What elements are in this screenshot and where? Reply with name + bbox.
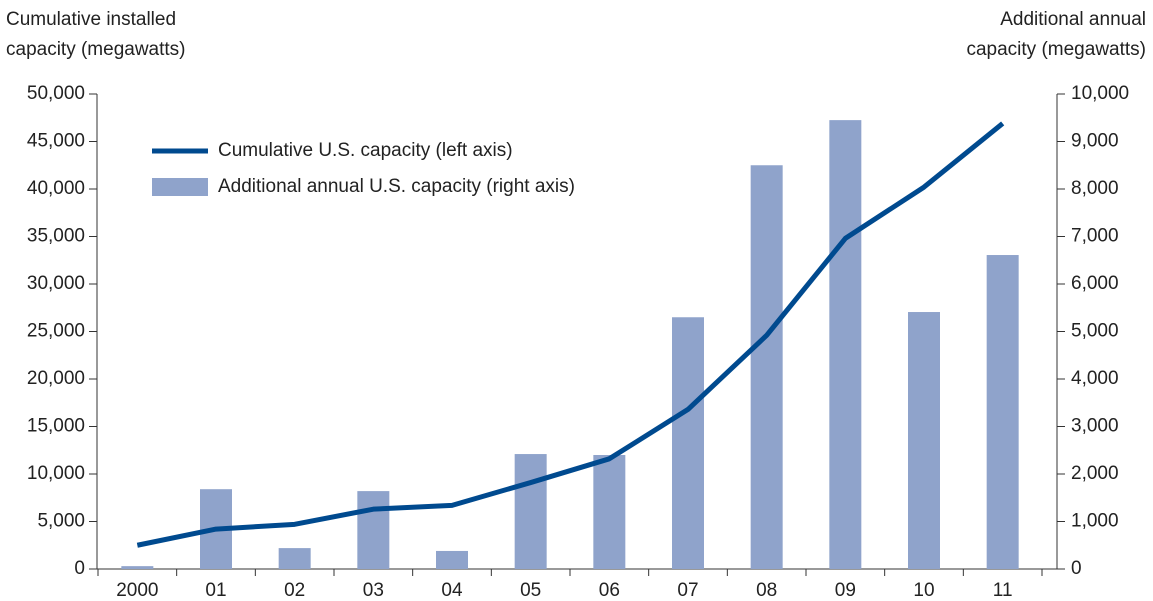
bar bbox=[436, 550, 468, 569]
y2-axis-title: capacity (megawatts) bbox=[966, 39, 1146, 60]
bar bbox=[121, 566, 154, 569]
legend-swatch bbox=[152, 178, 208, 196]
y-tick-label: 30,000 bbox=[27, 273, 85, 294]
bar bbox=[514, 454, 547, 569]
x-tick-label: 11 bbox=[993, 580, 1013, 601]
bar bbox=[593, 455, 626, 569]
y-tick-label: 35,000 bbox=[27, 226, 85, 247]
x-tick-label: 01 bbox=[205, 580, 226, 601]
y2-tick-label: 10,000 bbox=[1071, 83, 1129, 104]
y2-tick-label: 4,000 bbox=[1071, 368, 1119, 389]
y2-tick-label: 2,000 bbox=[1071, 463, 1119, 484]
y-axis-title: capacity (megawatts) bbox=[6, 39, 186, 60]
x-tick-label: 04 bbox=[441, 580, 463, 601]
y2-tick-label: 9,000 bbox=[1071, 131, 1119, 152]
y-tick-label: 45,000 bbox=[27, 131, 85, 152]
legend-label: Cumulative U.S. capacity (left axis) bbox=[218, 140, 513, 161]
bar bbox=[750, 165, 783, 569]
y-tick-label: 25,000 bbox=[27, 321, 85, 342]
y-axis-title: Cumulative installed bbox=[6, 9, 176, 30]
y-tick-label: 10,000 bbox=[27, 463, 85, 484]
y2-tick-label: 3,000 bbox=[1071, 416, 1119, 437]
x-tick-label: 02 bbox=[284, 580, 305, 601]
x-tick-label: 05 bbox=[520, 580, 541, 601]
y2-tick-label: 0 bbox=[1071, 558, 1082, 579]
bar bbox=[278, 548, 311, 569]
x-tick-label: 2000 bbox=[116, 580, 158, 601]
y2-tick-label: 5,000 bbox=[1071, 321, 1119, 342]
y-tick-label: 15,000 bbox=[27, 416, 85, 437]
x-tick-label: 09 bbox=[835, 580, 856, 601]
x-tick-label: 10 bbox=[913, 580, 934, 601]
y-tick-label: 40,000 bbox=[27, 178, 85, 199]
y2-tick-label: 6,000 bbox=[1071, 273, 1119, 294]
x-tick-label: 07 bbox=[677, 580, 698, 601]
x-tick-label: 03 bbox=[363, 580, 384, 601]
line bbox=[136, 121, 1005, 548]
x-tick-label: 06 bbox=[599, 580, 620, 601]
y2-tick-label: 8,000 bbox=[1071, 178, 1119, 199]
y-tick-label: 20,000 bbox=[27, 368, 85, 389]
bar bbox=[357, 491, 390, 569]
y2-tick-label: 1,000 bbox=[1071, 511, 1119, 532]
y-tick-label: 50,000 bbox=[27, 83, 85, 104]
bar bbox=[986, 255, 1019, 569]
bar bbox=[908, 312, 940, 569]
legend-label: Additional annual U.S. capacity (right a… bbox=[218, 176, 575, 197]
y2-axis-title: Additional annual bbox=[1000, 9, 1146, 30]
y-tick-label: 5,000 bbox=[37, 511, 85, 532]
y2-tick-label: 7,000 bbox=[1071, 226, 1119, 247]
x-tick-label: 08 bbox=[756, 580, 777, 601]
y-tick-label: 0 bbox=[74, 558, 85, 579]
bar bbox=[672, 317, 704, 569]
bar bbox=[829, 120, 862, 569]
